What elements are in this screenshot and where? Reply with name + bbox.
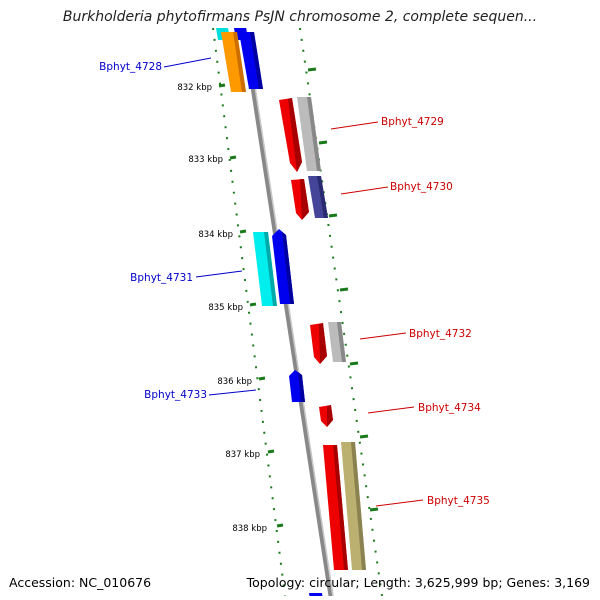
gene-label-bphyt-4730[interactable]: Bphyt_4730 xyxy=(390,181,453,193)
gene-label-bphyt-4734[interactable]: Bphyt_4734 xyxy=(418,402,481,414)
kbp-labels: 832 kbp 833 kbp 834 kbp 835 kbp 836 kbp … xyxy=(177,83,267,534)
gene-label-bphyt-4729[interactable]: Bphyt_4729 xyxy=(381,116,444,128)
map-title: Burkholderia phytofirmans PsJN chromosom… xyxy=(62,9,538,25)
gene-label-bphyt-4731[interactable]: Bphyt_4731 xyxy=(130,272,193,284)
gene-feature-partial xyxy=(309,593,323,596)
accession-text: Accession: NC_010676 xyxy=(9,575,152,590)
topology-text: Topology: circular; Length: 3,625,999 bp… xyxy=(246,575,590,590)
backbone-highlight xyxy=(245,28,334,596)
track-band xyxy=(213,28,382,596)
gene-label-bphyt-4735[interactable]: Bphyt_4735 xyxy=(427,495,490,507)
left-strand-features xyxy=(216,28,305,402)
kbp-label: 835 kbp xyxy=(208,303,243,313)
kbp-label: 832 kbp xyxy=(177,83,212,93)
gene-label-bphyt-4728[interactable]: Bphyt_4728 xyxy=(99,61,162,73)
gene-label-bphyt-4733[interactable]: Bphyt_4733 xyxy=(144,389,207,401)
label-leaders xyxy=(163,57,424,507)
kbp-label: 838 kbp xyxy=(232,524,267,534)
right-strand-features xyxy=(279,97,366,596)
kbp-label: 836 kbp xyxy=(217,377,252,387)
kbp-label: 833 kbp xyxy=(188,155,223,165)
kbp-label: 837 kbp xyxy=(225,450,260,460)
kbp-ticks-right xyxy=(307,67,379,512)
chromosome-backbone xyxy=(241,28,334,596)
gene-labels: Bphyt_4728 Bphyt_4729 Bphyt_4730 Bphyt_4… xyxy=(99,61,490,507)
kbp-ticks-left xyxy=(218,83,284,528)
gene-label-bphyt-4732[interactable]: Bphyt_4732 xyxy=(409,328,472,340)
track-edges xyxy=(212,28,383,596)
kbp-label: 834 kbp xyxy=(198,230,233,240)
